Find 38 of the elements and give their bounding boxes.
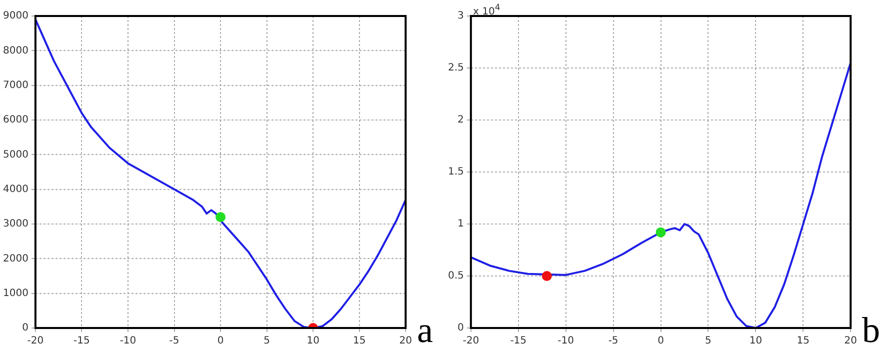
- y-tick-label: 7000: [2, 80, 28, 91]
- x-tick-label: -15: [74, 336, 90, 347]
- x-tick-label: -15: [510, 336, 527, 347]
- y-tick-label: 9000: [2, 10, 28, 22]
- x-tick-label: 5: [264, 336, 270, 347]
- y-tick-label: 3000: [2, 218, 28, 230]
- x-tick-label: 10: [749, 336, 762, 347]
- y-tick-label: 1: [458, 218, 464, 230]
- y-tick-label: 1.5: [448, 166, 464, 178]
- y-tick-label: 0: [458, 322, 464, 334]
- y-tick-label: 8000: [2, 45, 28, 56]
- x-tick-label: 0: [217, 336, 224, 347]
- text: b: [862, 310, 880, 350]
- y-tick-label: 2000: [2, 253, 28, 264]
- x-tick-label: 20: [844, 336, 858, 347]
- x-tick-label: 0: [658, 336, 664, 347]
- x-tick-label: 20: [399, 336, 412, 347]
- y-tick-label: 1000: [2, 288, 28, 299]
- annotation: x 10$^{4}$: [473, 2, 500, 18]
- y-tick-label: 4000: [2, 184, 28, 195]
- y-tick-label: 3: [458, 10, 464, 22]
- x-tick-label: -5: [608, 336, 618, 347]
- x-tick-label: 15: [796, 336, 810, 347]
- y-tick-label: 0: [22, 322, 28, 334]
- y-tick-label: 0.5: [448, 270, 464, 282]
- x-tick-label: -20: [27, 336, 44, 347]
- y-tick-label: 6000: [2, 114, 28, 126]
- x-tick-label: 5: [705, 336, 712, 347]
- x-tick-label: 15: [352, 336, 366, 347]
- y-tick-label: 5000: [2, 149, 28, 160]
- y-tick-label: 2.5: [448, 62, 464, 74]
- y-tick-label: 2: [458, 114, 464, 126]
- x-tick-label: 10: [306, 336, 320, 347]
- x-tick-label: -10: [558, 336, 574, 347]
- x-tick-label: -20: [462, 336, 480, 347]
- text: a: [417, 310, 433, 350]
- x-tick-label: -5: [169, 336, 180, 347]
- x-tick-label: -10: [120, 336, 136, 347]
